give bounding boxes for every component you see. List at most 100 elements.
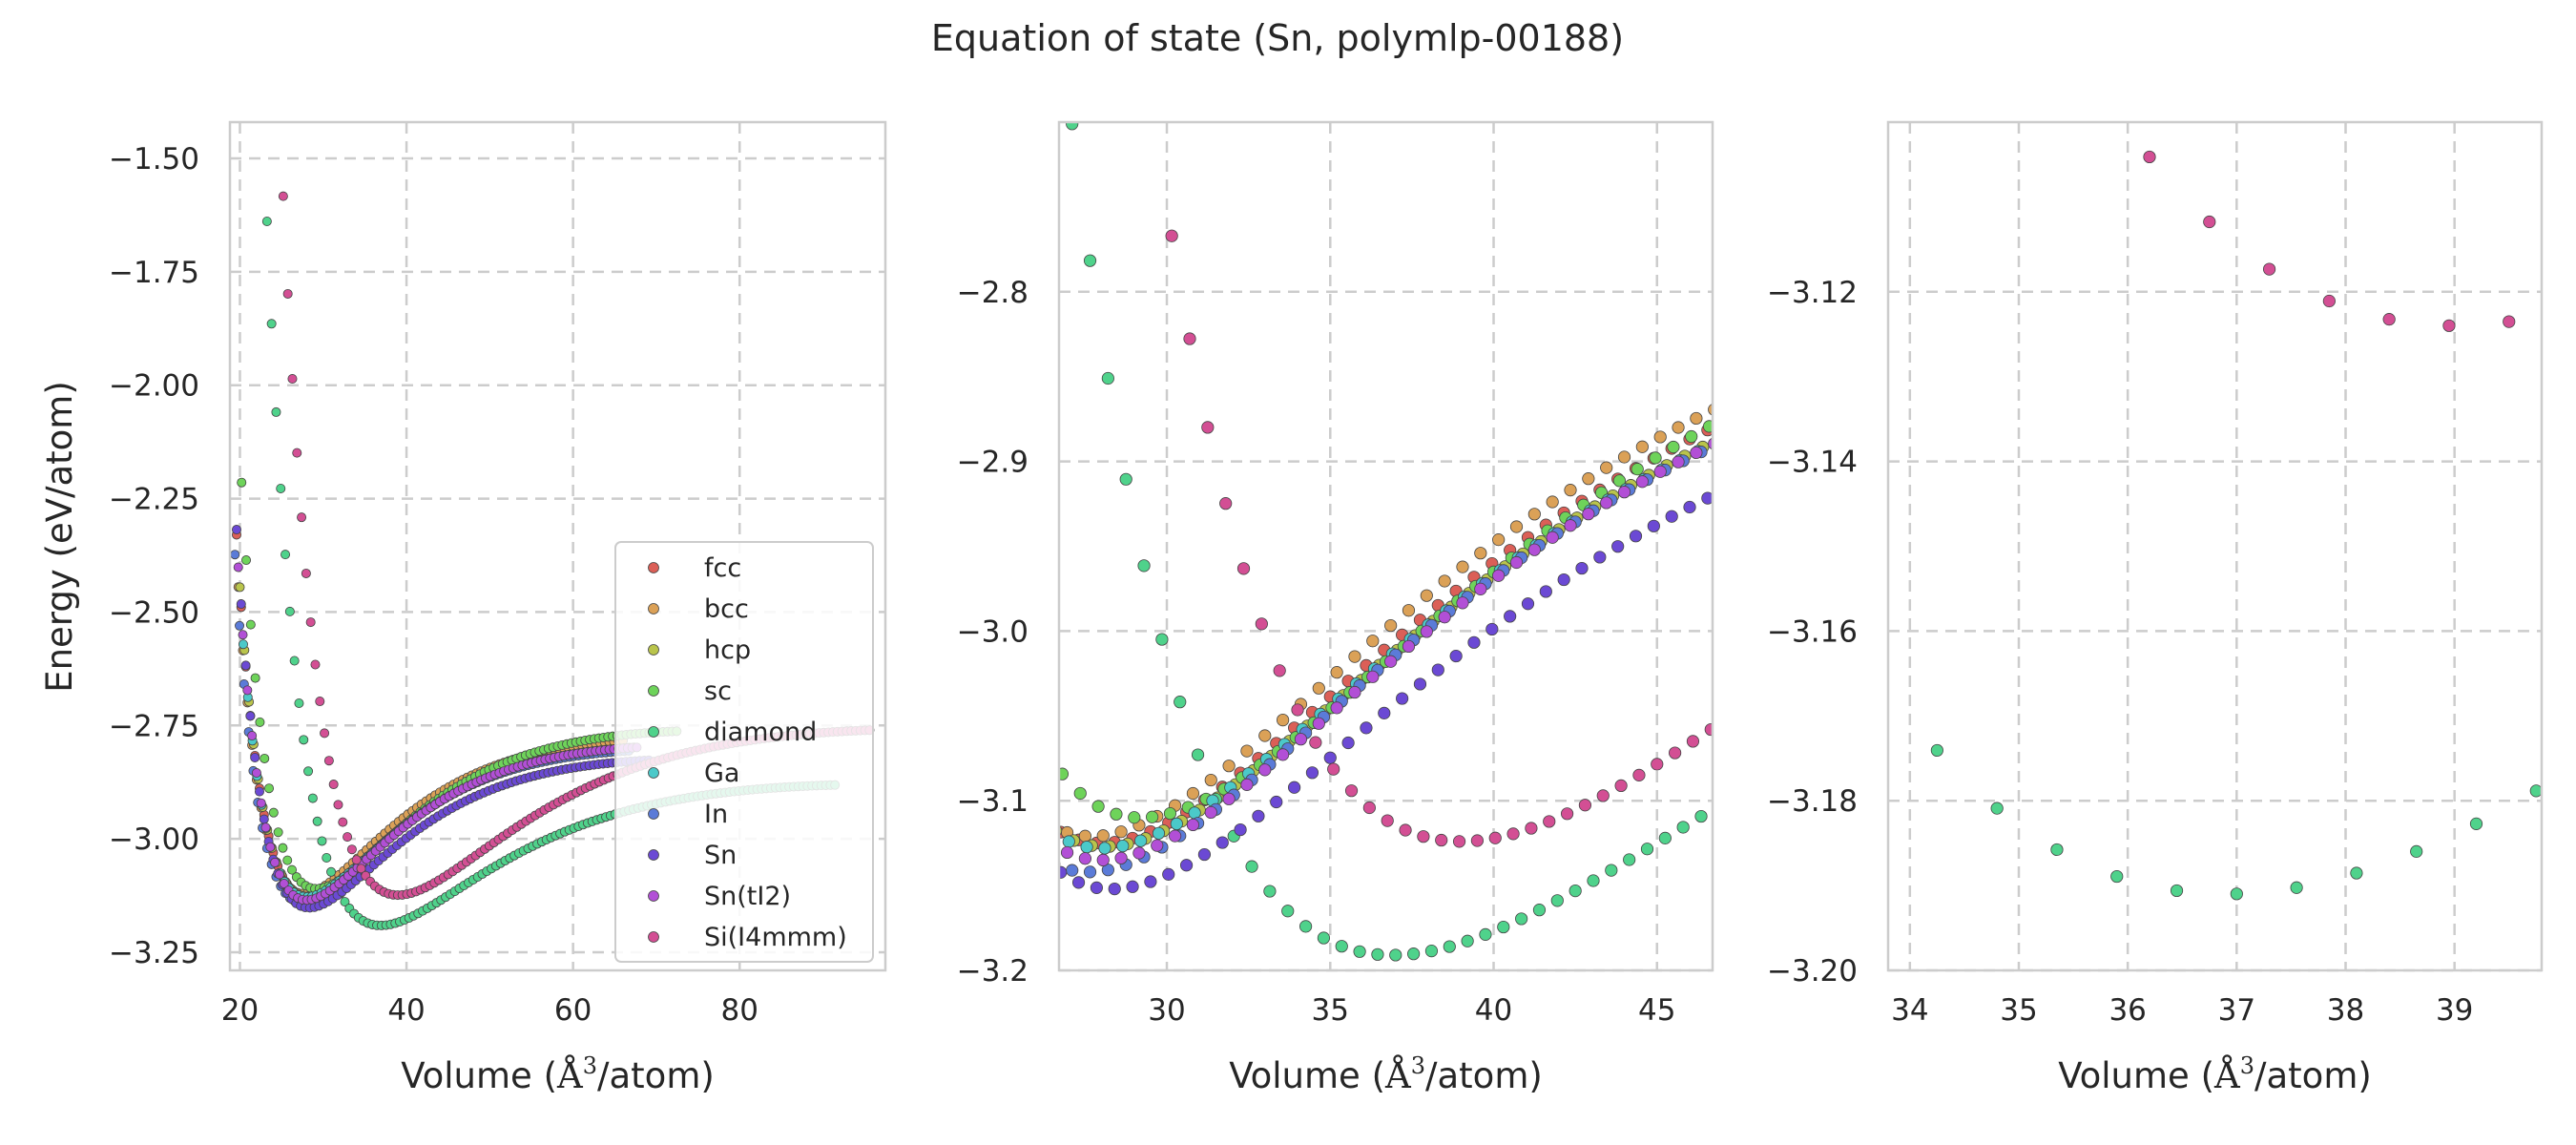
data-point-Sn(tI2): [1527, 543, 1541, 556]
scatter-points: [1059, 122, 1726, 962]
data-point-Sn(tI2): [1420, 625, 1433, 638]
y-tick-label: −3.1: [957, 784, 1028, 819]
y-tick-label: −3.25: [109, 936, 199, 970]
data-point-Sn: [1059, 865, 1068, 879]
legend-label: bcc: [704, 594, 749, 624]
data-point-Sn: [1629, 530, 1643, 543]
data-point-Si(I4mmm): [1183, 332, 1196, 345]
data-point-diamond: [1479, 927, 1492, 941]
data-point-sc: [250, 673, 260, 683]
data-point-sc: [237, 477, 247, 488]
data-point-bcc: [1438, 574, 1451, 588]
data-point-Ga: [1080, 841, 1093, 854]
data-point-sc: [1702, 420, 1713, 433]
panels: −1.50 −1.75 −2.00 −2.25 −2.50 −2.75 −3.00 −3.25…: [39, 120, 2544, 1096]
data-point-Sn: [1288, 781, 1301, 794]
data-point-diamond: [2410, 844, 2423, 858]
data-point-Sn: [1665, 510, 1678, 523]
data-point-diamond: [1119, 472, 1132, 486]
panel-1: −1.50 −1.75 −2.00 −2.25 −2.50 −2.75 −3.00 −3.25…: [39, 120, 887, 1096]
data-point-sc: [245, 619, 256, 630]
data-point-Sn(tI2): [1186, 818, 1200, 832]
data-point-bcc: [1708, 403, 1713, 416]
legend-marker: [648, 685, 659, 697]
data-point-diamond: [1532, 904, 1547, 917]
data-point-bcc: [1258, 729, 1272, 742]
legend-item-Si(I4mmm): Si(I4mmm): [648, 923, 847, 952]
data-point-diamond: [271, 406, 281, 417]
data-point-Sn(tI2): [1348, 685, 1361, 699]
data-point-Sn(tI2): [242, 685, 253, 696]
legend-item-bcc: bcc: [648, 594, 749, 624]
data-point-Sn(tI2): [1366, 670, 1380, 683]
data-point-Ga: [1152, 826, 1166, 840]
data-point-Sn(tI2): [1151, 839, 1164, 852]
data-point-Sn(tI2): [1456, 596, 1469, 610]
data-point-Si(I4mmm): [1452, 835, 1466, 848]
data-point-Sn(tI2): [1509, 555, 1524, 570]
data-point-sc: [1649, 451, 1662, 465]
data-point-diamond: [307, 793, 318, 803]
data-point-diamond: [1605, 864, 1618, 877]
data-point-Sn(tI2): [233, 562, 243, 572]
data-point-diamond: [2290, 881, 2303, 894]
data-point-Ga: [1116, 839, 1130, 853]
data-point-bcc: [1096, 829, 1110, 843]
data-point-Sn: [1557, 572, 1570, 587]
data-point-bcc: [1114, 825, 1128, 839]
data-point-Sn: [250, 752, 260, 762]
data-point-Si(I4mmm): [351, 855, 362, 865]
data-point-Sn: [1162, 867, 1175, 881]
data-point-diamond: [294, 697, 304, 708]
data-point-Sn(tI2): [1096, 853, 1110, 867]
data-point-bcc: [1456, 560, 1469, 573]
data-point-Sn: [240, 660, 251, 671]
data-point-Si(I4mmm): [315, 697, 325, 707]
data-point-diamond: [1353, 945, 1366, 958]
x-tick-label: 39: [2436, 993, 2473, 1028]
data-point-Sn: [1396, 692, 1409, 705]
y-tick-label: −1.75: [109, 256, 199, 290]
data-point-diamond: [326, 866, 337, 877]
data-point-bcc: [1474, 547, 1487, 560]
legend-item-diamond: diamond: [648, 718, 817, 747]
data-point-Sn: [1431, 663, 1444, 677]
data-point-Si(I4mmm): [2143, 150, 2156, 164]
data-point-diamond: [2469, 817, 2483, 830]
data-point-sc: [1059, 767, 1070, 781]
data-point-Si(I4mmm): [287, 374, 298, 385]
data-point-bcc: [1635, 440, 1649, 453]
data-point-diamond: [322, 852, 332, 863]
data-point-Sn: [1323, 751, 1337, 764]
data-point-sc: [282, 855, 293, 865]
legend-box: [614, 541, 874, 963]
data-point-Sn(tI2): [256, 798, 266, 808]
data-point-Si(I4mmm): [1381, 814, 1394, 827]
data-point-bcc: [1617, 450, 1631, 464]
legend-marker: [648, 562, 659, 573]
data-point-bcc: [1402, 604, 1416, 617]
data-point-diamond: [1174, 696, 1187, 709]
data-point-diamond: [1407, 947, 1421, 961]
data-point-diamond: [284, 606, 295, 616]
data-point-Sn(tI2): [238, 630, 248, 640]
data-point-Sn(tI2): [1582, 508, 1595, 521]
data-point-Si(I4mmm): [1578, 799, 1592, 812]
data-point-sc: [1091, 800, 1105, 813]
data-point-Sn: [1539, 585, 1552, 598]
x-axis-label: Volume (Å3/atom): [401, 1052, 715, 1096]
data-point-bcc: [1366, 635, 1380, 648]
data-point-Sn(tI2): [1617, 486, 1631, 499]
data-point-Si(I4mmm): [1417, 830, 1430, 843]
x-tick-label: 34: [1891, 993, 1928, 1028]
data-point-diamond: [1137, 559, 1151, 572]
legend-marker: [648, 849, 659, 861]
y-tick-label: −2.50: [109, 595, 199, 630]
data-point-diamond: [1930, 743, 1943, 758]
data-point-sc: [273, 827, 283, 838]
data-point-diamond: [1461, 934, 1474, 947]
data-point-Si(I4mmm): [1560, 807, 1574, 821]
data-point-Sn(tI2): [1132, 846, 1146, 860]
data-point-hcp: [1714, 432, 1726, 444]
data-point-diamond: [1443, 940, 1456, 953]
